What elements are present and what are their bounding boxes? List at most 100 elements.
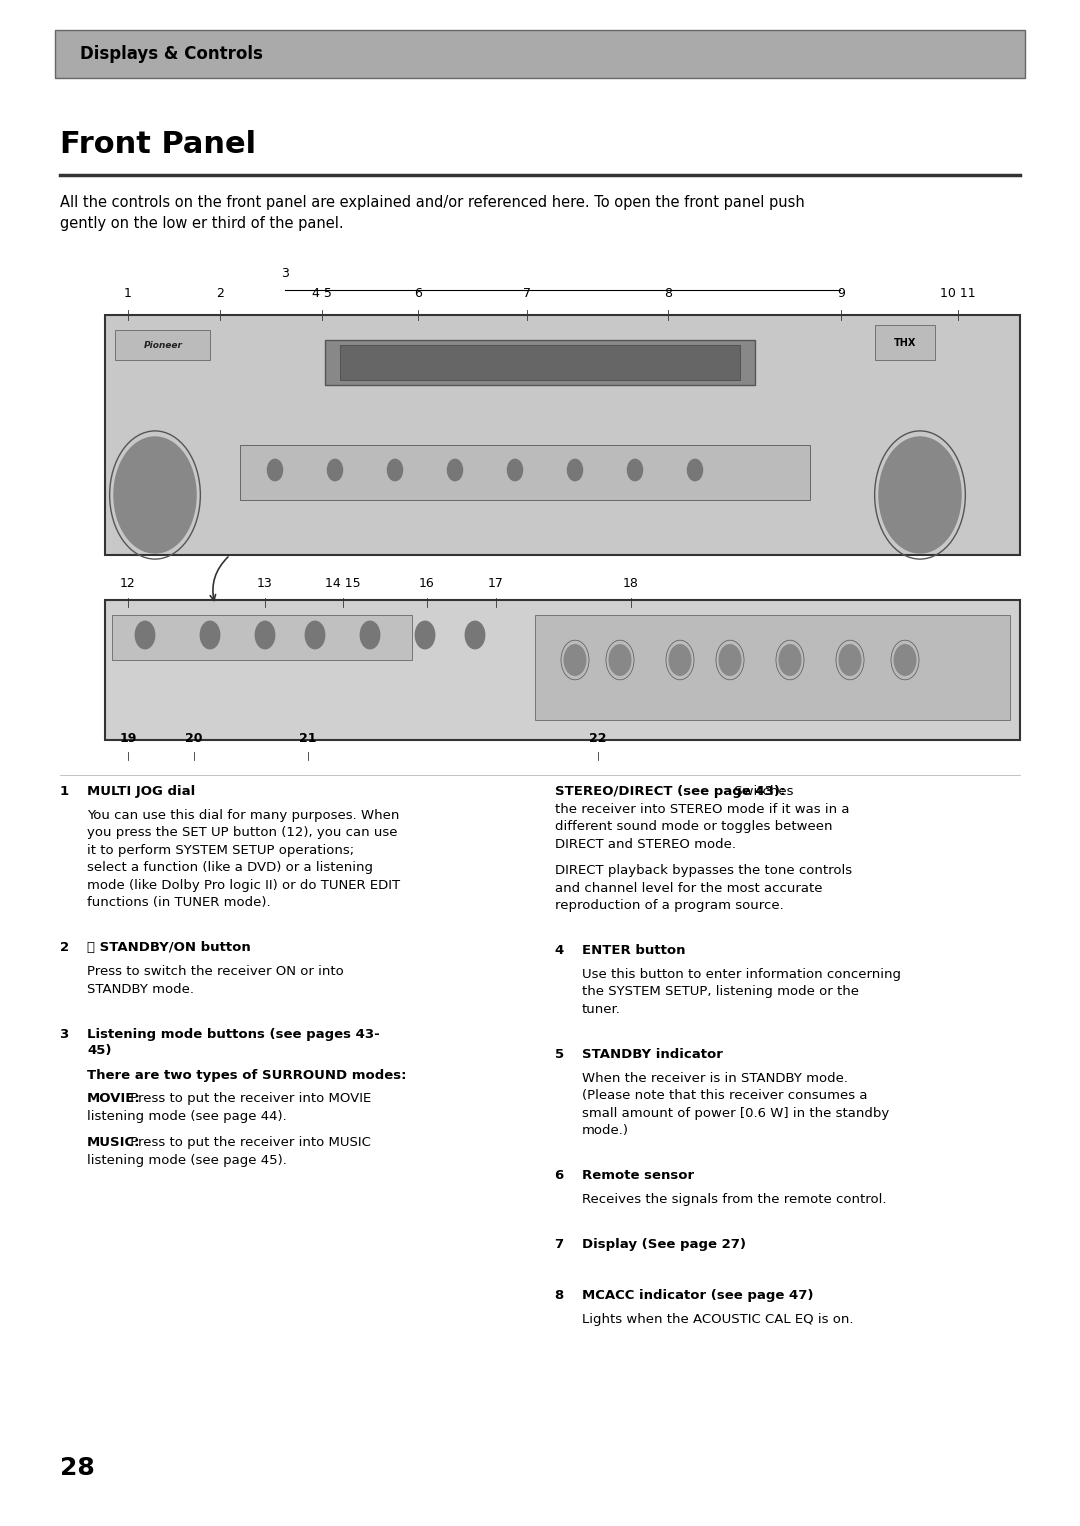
Circle shape (564, 645, 585, 676)
Text: STANDBY indicator: STANDBY indicator (582, 1048, 723, 1061)
Circle shape (688, 459, 703, 481)
Circle shape (361, 621, 380, 649)
Text: Switches: Switches (730, 784, 794, 798)
Text: 10 11: 10 11 (941, 287, 976, 301)
FancyBboxPatch shape (535, 615, 1010, 720)
Text: functions (in TUNER mode).: functions (in TUNER mode). (87, 896, 271, 909)
Circle shape (268, 459, 283, 481)
Circle shape (114, 436, 197, 552)
Text: STEREO/DIRECT (see page 43):: STEREO/DIRECT (see page 43): (555, 784, 785, 798)
Text: Pioneer: Pioneer (144, 340, 183, 349)
Text: Receives the signals from the remote control.: Receives the signals from the remote con… (582, 1193, 887, 1206)
Text: different sound mode or toggles between: different sound mode or toggles between (555, 819, 833, 833)
Text: Press to put the receiver into MOVIE: Press to put the receiver into MOVIE (126, 1093, 372, 1105)
Text: THX: THX (894, 337, 916, 348)
Text: reproduction of a program source.: reproduction of a program source. (555, 899, 784, 913)
Text: ENTER button: ENTER button (582, 945, 686, 957)
Text: When the receiver is in STANDBY mode.: When the receiver is in STANDBY mode. (582, 1071, 848, 1085)
Text: mode (like Dolby Pro logic II) or do TUNER EDIT: mode (like Dolby Pro logic II) or do TUN… (87, 879, 400, 891)
Text: 14 15: 14 15 (325, 577, 361, 591)
Text: MUSIC:: MUSIC: (87, 1137, 140, 1149)
FancyBboxPatch shape (325, 340, 755, 385)
Text: and channel level for the most accurate: and channel level for the most accurate (555, 882, 823, 894)
Circle shape (894, 645, 916, 676)
Text: 8: 8 (555, 1289, 573, 1302)
Text: Remote sensor: Remote sensor (582, 1169, 694, 1183)
Circle shape (779, 645, 800, 676)
Circle shape (719, 645, 741, 676)
FancyBboxPatch shape (875, 325, 935, 360)
Text: 28: 28 (60, 1456, 95, 1480)
Text: MULTI JOG dial: MULTI JOG dial (87, 784, 195, 798)
FancyBboxPatch shape (240, 446, 810, 501)
Text: 18: 18 (623, 577, 639, 591)
Text: 9: 9 (837, 287, 845, 301)
Text: tuner.: tuner. (582, 1003, 621, 1016)
Text: Front Panel: Front Panel (60, 130, 256, 159)
Text: small amount of power [0.6 W] in the standby: small amount of power [0.6 W] in the sta… (582, 1106, 889, 1120)
Text: Displays & Controls: Displays & Controls (80, 44, 262, 63)
Text: the SYSTEM SETUP, listening mode or the: the SYSTEM SETUP, listening mode or the (582, 986, 859, 998)
Text: 4: 4 (555, 945, 573, 957)
Text: Press to put the receiver into MUSIC: Press to put the receiver into MUSIC (126, 1137, 370, 1149)
Text: DIRECT playback bypasses the tone controls: DIRECT playback bypasses the tone contro… (555, 864, 852, 877)
Text: Lights when the ACOUSTIC CAL EQ is on.: Lights when the ACOUSTIC CAL EQ is on. (582, 1312, 853, 1326)
Text: 6: 6 (414, 287, 422, 301)
Text: 1: 1 (60, 784, 79, 798)
Circle shape (306, 621, 325, 649)
Text: MCACC indicator (see page 47): MCACC indicator (see page 47) (582, 1289, 813, 1302)
Circle shape (465, 621, 485, 649)
Text: Use this button to enter information concerning: Use this button to enter information con… (582, 967, 901, 981)
Circle shape (416, 621, 435, 649)
Circle shape (447, 459, 462, 481)
Text: 4 5: 4 5 (312, 287, 332, 301)
Text: 22: 22 (590, 732, 607, 745)
Circle shape (135, 621, 154, 649)
Text: You can use this dial for many purposes. When: You can use this dial for many purposes.… (87, 809, 400, 821)
FancyBboxPatch shape (114, 330, 210, 360)
Circle shape (670, 645, 691, 676)
Text: 2: 2 (216, 287, 224, 301)
Text: 16: 16 (419, 577, 435, 591)
Text: listening mode (see page 44).: listening mode (see page 44). (87, 1109, 287, 1123)
Text: ⓘ STANDBY/ON button: ⓘ STANDBY/ON button (87, 942, 251, 954)
Text: mode.): mode.) (582, 1125, 629, 1137)
Circle shape (627, 459, 643, 481)
Text: 3: 3 (60, 1027, 79, 1041)
Text: STANDBY mode.: STANDBY mode. (87, 983, 194, 995)
Circle shape (388, 459, 403, 481)
Text: 13: 13 (257, 577, 273, 591)
Text: 6: 6 (555, 1169, 573, 1183)
Text: 5: 5 (555, 1048, 573, 1061)
Text: 12: 12 (120, 577, 136, 591)
Text: you press the SET UP button (12), you can use: you press the SET UP button (12), you ca… (87, 826, 397, 839)
Text: 7: 7 (523, 287, 531, 301)
Text: the receiver into STEREO mode if it was in a: the receiver into STEREO mode if it was … (555, 803, 850, 815)
FancyBboxPatch shape (340, 345, 740, 380)
FancyBboxPatch shape (105, 314, 1020, 555)
Text: Press to switch the receiver ON or into: Press to switch the receiver ON or into (87, 964, 343, 978)
Text: 8: 8 (664, 287, 672, 301)
Text: (Please note that this receiver consumes a: (Please note that this receiver consumes… (582, 1090, 867, 1102)
Circle shape (839, 645, 861, 676)
FancyBboxPatch shape (55, 31, 1025, 78)
Text: 17: 17 (488, 577, 504, 591)
Text: MOVIE:: MOVIE: (87, 1093, 140, 1105)
Text: DIRECT and STEREO mode.: DIRECT and STEREO mode. (555, 838, 735, 850)
Text: select a function (like a DVD) or a listening: select a function (like a DVD) or a list… (87, 861, 373, 874)
Text: 20: 20 (186, 732, 203, 745)
FancyBboxPatch shape (112, 615, 411, 661)
Circle shape (609, 645, 631, 676)
Text: listening mode (see page 45).: listening mode (see page 45). (87, 1154, 287, 1167)
Text: Listening mode buttons (see pages 43-
45): Listening mode buttons (see pages 43- 45… (87, 1027, 380, 1056)
Text: it to perform SYSTEM SETUP operations;: it to perform SYSTEM SETUP operations; (87, 844, 354, 856)
Circle shape (879, 436, 961, 552)
FancyBboxPatch shape (105, 600, 1020, 740)
Text: 7: 7 (555, 1238, 573, 1251)
Circle shape (508, 459, 523, 481)
Circle shape (327, 459, 342, 481)
Circle shape (255, 621, 274, 649)
Text: 1: 1 (124, 287, 132, 301)
Text: 21: 21 (299, 732, 316, 745)
Text: There are two types of SURROUND modes:: There are two types of SURROUND modes: (87, 1068, 406, 1082)
